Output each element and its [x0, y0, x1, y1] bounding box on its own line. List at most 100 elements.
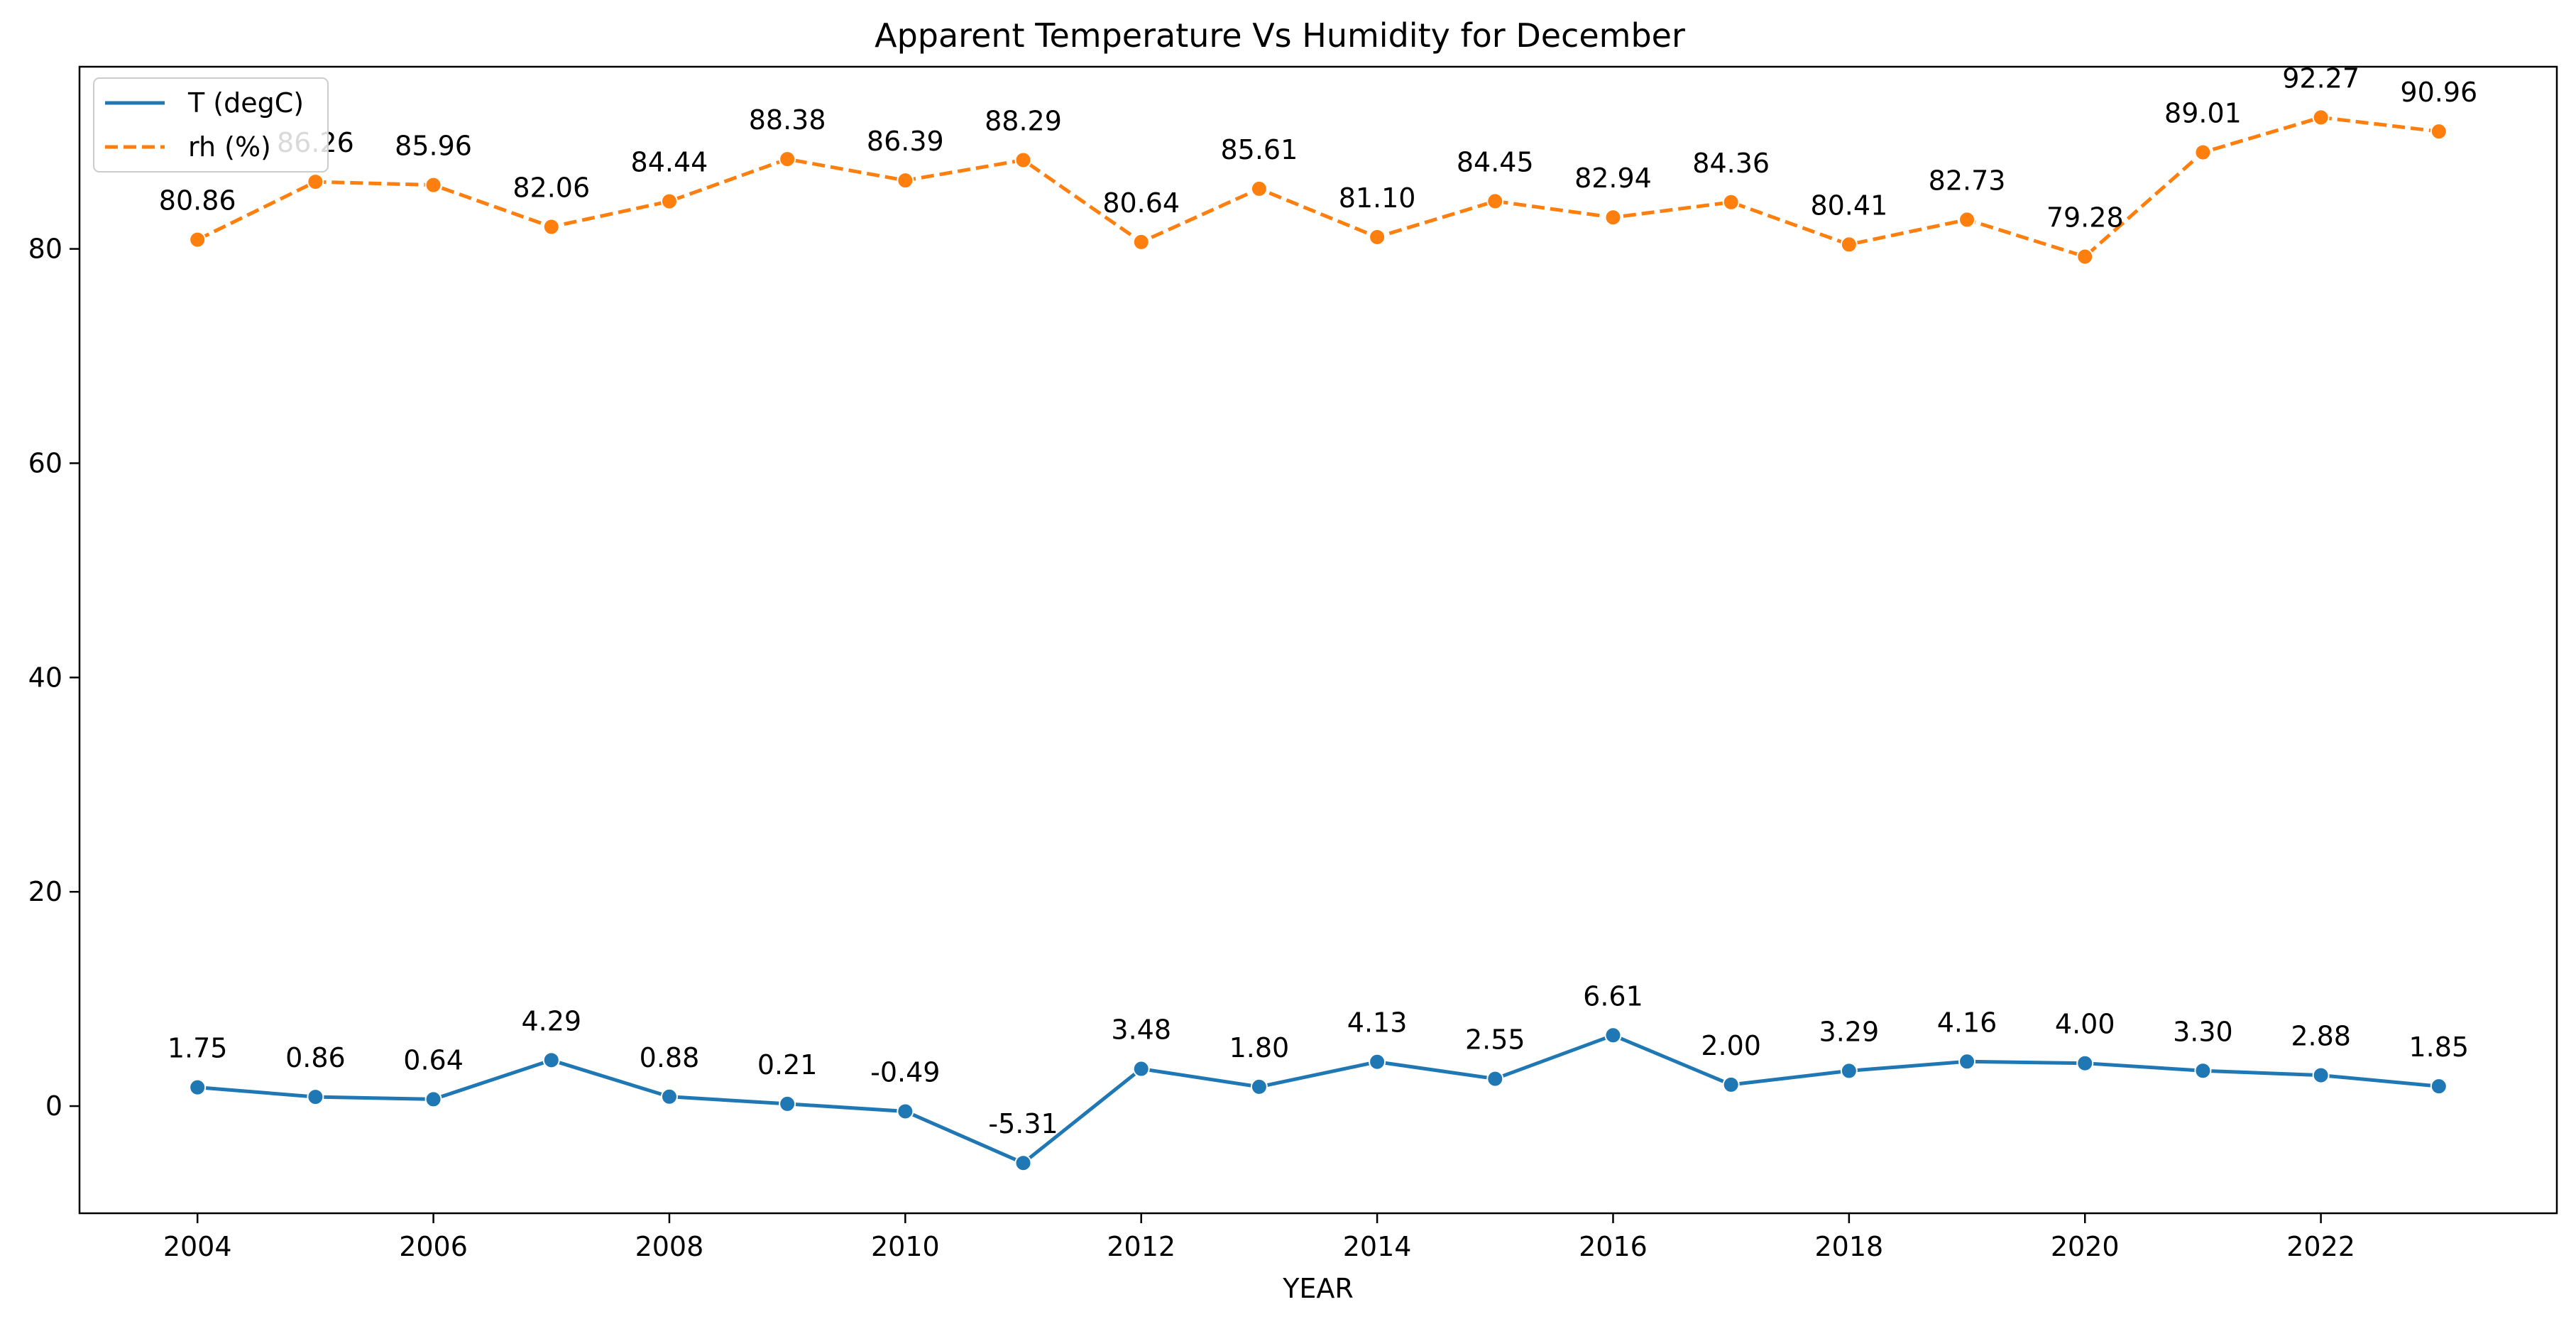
data-label-t-degc: 2.00 — [1701, 1030, 1761, 1061]
data-label-t-degc: 1.75 — [168, 1033, 228, 1064]
data-point-rh — [1722, 193, 1740, 211]
data-label-rh: 84.44 — [631, 147, 708, 178]
data-point-rh — [424, 176, 442, 194]
y-tick-label: 80 — [28, 234, 62, 265]
data-point-rh — [1840, 236, 1858, 253]
y-tick-label: 0 — [45, 1090, 62, 1122]
data-point-rh — [897, 172, 914, 190]
data-point-rh — [660, 192, 678, 210]
data-label-rh: 89.01 — [2164, 98, 2242, 129]
data-point-rh — [1604, 209, 1622, 226]
data-point-rh — [189, 231, 207, 248]
data-point-t-degc — [1604, 1027, 1622, 1044]
data-label-t-degc: 0.64 — [403, 1044, 464, 1076]
data-point-t-degc — [542, 1051, 560, 1069]
data-point-t-degc — [2430, 1078, 2448, 1095]
x-tick-label: 2014 — [1343, 1231, 1412, 1262]
data-point-rh — [1486, 192, 1504, 210]
data-label-rh: 82.94 — [1574, 163, 1652, 194]
data-label-t-degc: -5.31 — [988, 1108, 1058, 1139]
data-label-t-degc: 2.55 — [1465, 1024, 1525, 1056]
data-label-rh: 86.39 — [867, 126, 944, 157]
y-tick-label: 20 — [28, 876, 62, 907]
data-label-rh: 88.38 — [749, 104, 826, 136]
data-point-t-degc — [1132, 1060, 1150, 1078]
data-point-rh — [307, 173, 324, 191]
data-point-t-degc — [1369, 1053, 1386, 1071]
series-line-rh — [197, 115, 2440, 258]
x-tick-label: 2016 — [1579, 1231, 1648, 1262]
data-label-t-degc: 4.29 — [521, 1005, 581, 1036]
data-label-t-degc: 1.80 — [1229, 1032, 1290, 1063]
legend: T (degC) rh (%) — [93, 77, 329, 173]
chart-title: Apparent Temperature Vs Humidity for Dec… — [875, 16, 1685, 55]
x-axis-label: YEAR — [1282, 1273, 1354, 1304]
data-label-rh: 90.96 — [2400, 77, 2477, 108]
data-point-rh — [1132, 233, 1150, 251]
series-layer — [189, 109, 2448, 1172]
x-tick-label: 2004 — [163, 1231, 232, 1262]
data-label-t-degc: -0.49 — [870, 1056, 940, 1088]
data-point-t-degc — [779, 1095, 796, 1112]
data-point-t-degc — [2312, 1066, 2330, 1084]
data-labels-layer: 1.75 0.86 0.64 4.29 0.88 0.21 -0.49 -5.31 3.48 1.… — [159, 62, 2477, 1139]
data-label-rh: 80.64 — [1102, 187, 1180, 219]
data-label-rh: 84.45 — [1457, 146, 1534, 177]
x-tick-label: 2010 — [871, 1231, 940, 1262]
data-label-t-degc: 3.30 — [2173, 1016, 2233, 1047]
data-point-rh — [1014, 151, 1032, 169]
data-point-rh — [1958, 211, 1976, 229]
plot-frame — [78, 65, 2558, 1215]
data-point-rh — [2076, 248, 2094, 266]
data-point-t-degc — [1958, 1053, 1976, 1071]
x-tick-label: 2008 — [635, 1231, 704, 1262]
data-point-t-degc — [1722, 1076, 1740, 1093]
data-label-t-degc: 0.21 — [757, 1049, 818, 1080]
data-label-rh: 92.27 — [2282, 62, 2359, 94]
data-label-rh: 81.10 — [1339, 182, 1416, 214]
data-point-t-degc — [660, 1088, 678, 1105]
data-label-rh: 84.36 — [1692, 148, 1770, 179]
x-tick-label: 2006 — [399, 1231, 468, 1262]
data-label-t-degc: 6.61 — [1583, 980, 1643, 1012]
y-tick-label: 60 — [28, 447, 62, 478]
data-point-rh — [1369, 228, 1386, 246]
data-label-rh: 82.73 — [1929, 165, 2006, 196]
data-label-t-degc: 3.29 — [1819, 1016, 1880, 1047]
legend-label-rh: rh (%) — [188, 131, 271, 163]
data-point-rh — [779, 151, 796, 168]
data-point-t-degc — [424, 1090, 442, 1108]
data-label-rh: 79.28 — [2046, 202, 2124, 233]
data-point-t-degc — [2076, 1054, 2094, 1072]
data-point-rh — [542, 218, 560, 236]
axes-layer: 2004 2006 2008 2010 2012 2014 2016 2018 2020 2022… — [28, 234, 2355, 1262]
data-label-t-degc: 4.13 — [1347, 1007, 1408, 1039]
data-point-t-degc — [1486, 1070, 1504, 1088]
x-tick-label: 2020 — [2051, 1231, 2120, 1262]
data-label-t-degc: 3.48 — [1111, 1014, 1171, 1046]
series-line-t-degc — [197, 1033, 2440, 1165]
data-point-t-degc — [307, 1088, 324, 1106]
data-label-t-degc: 4.16 — [1937, 1007, 1997, 1038]
data-label-rh: 80.86 — [159, 185, 236, 217]
data-point-rh — [2312, 109, 2330, 126]
data-point-t-degc — [897, 1103, 914, 1120]
legend-label-t-degc: T (degC) — [187, 87, 304, 119]
data-point-rh — [2194, 143, 2212, 161]
data-label-rh: 80.41 — [1810, 190, 1887, 221]
data-label-rh: 85.96 — [395, 131, 472, 162]
data-point-t-degc — [1014, 1154, 1032, 1172]
data-point-t-degc — [189, 1078, 207, 1096]
data-label-t-degc: 0.86 — [285, 1042, 346, 1073]
data-label-t-degc: 0.88 — [640, 1042, 700, 1073]
data-point-t-degc — [1250, 1078, 1268, 1095]
x-tick-label: 2012 — [1107, 1231, 1175, 1262]
data-point-rh — [2430, 123, 2448, 141]
data-label-rh: 88.29 — [985, 105, 1062, 136]
data-label-t-degc: 4.00 — [2055, 1009, 2115, 1040]
data-label-t-degc: 2.88 — [2291, 1021, 2351, 1052]
x-tick-label: 2018 — [1814, 1231, 1883, 1262]
data-label-rh: 85.61 — [1221, 134, 1298, 165]
